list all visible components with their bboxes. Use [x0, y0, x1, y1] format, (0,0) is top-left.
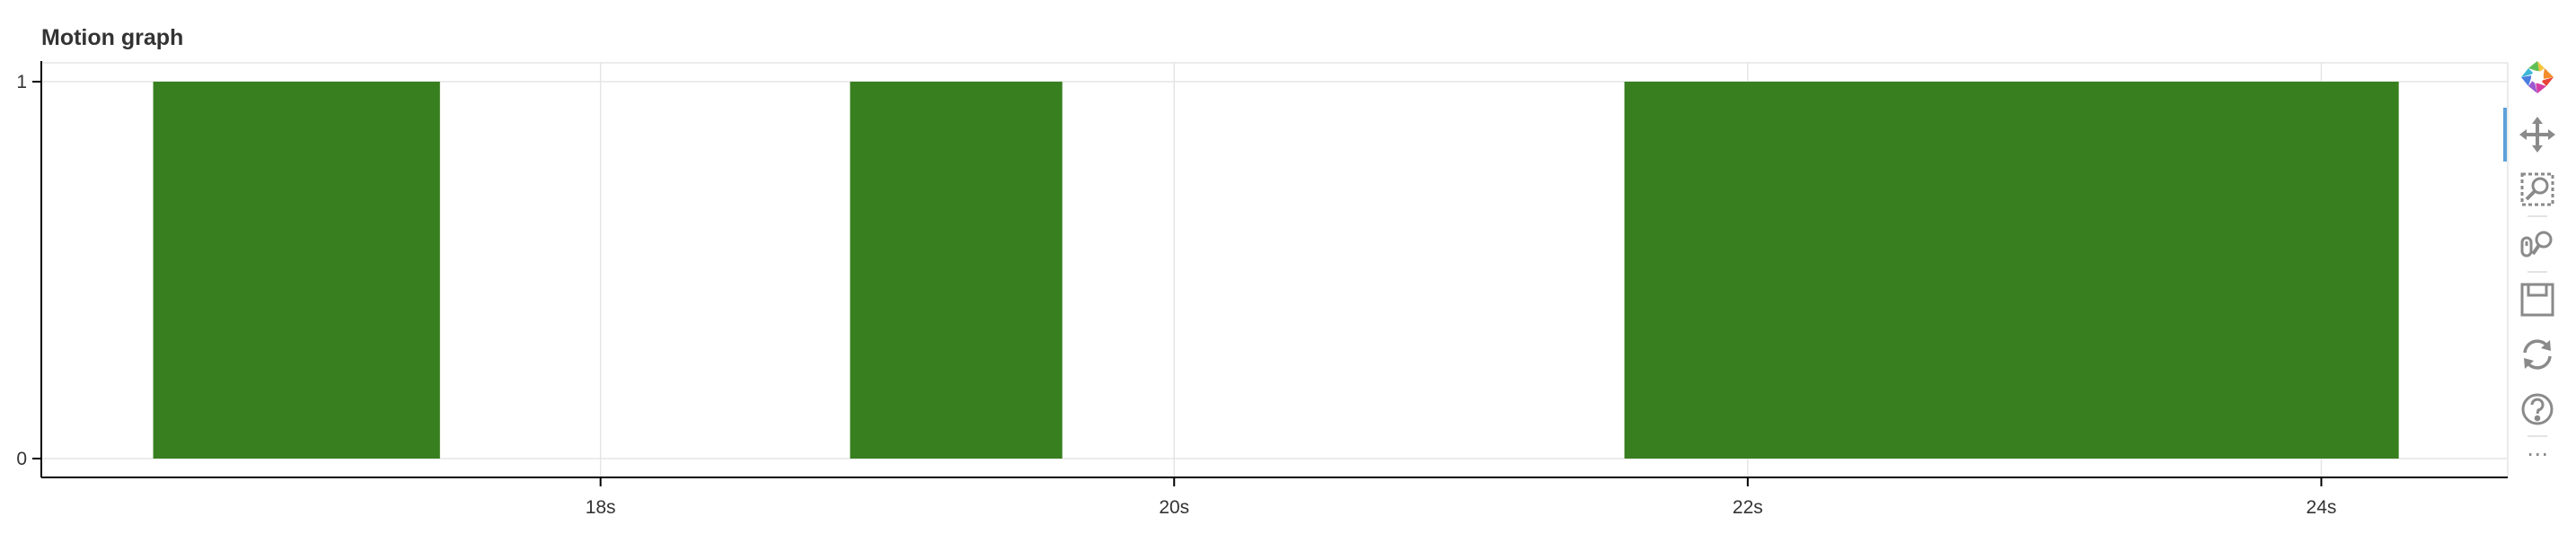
help-tool-icon[interactable]: [2506, 386, 2569, 433]
bar-series: [153, 82, 2399, 459]
x-tick-label: 24s: [2307, 497, 2337, 518]
toolbar-divider: [2527, 435, 2547, 437]
wheel-zoom-tool-icon[interactable]: [2506, 222, 2569, 268]
chart-title: Motion graph: [41, 25, 184, 50]
x-tick-label: 22s: [1733, 497, 1763, 518]
toolbar-divider: [2527, 271, 2547, 273]
axes: 18s 20s 22s 24s 0 1: [16, 61, 2508, 518]
motion-bar: [153, 82, 440, 459]
motion-bar: [850, 82, 1063, 459]
x-tick-label: 18s: [586, 497, 616, 518]
active-tool-indicator: [2503, 108, 2507, 162]
more-icon[interactable]: ⋯: [2527, 442, 2548, 467]
x-tick-label: 20s: [1159, 497, 1189, 518]
toolbar-divider: [2527, 215, 2547, 217]
y-tick-label: 0: [16, 449, 27, 469]
pan-tool-icon[interactable]: [2506, 111, 2569, 158]
save-tool-icon[interactable]: [2506, 276, 2569, 323]
bokeh-logo-icon: [2506, 54, 2569, 101]
chart-toolbar: ⋯: [2503, 54, 2569, 476]
box-zoom-tool-icon[interactable]: [2506, 166, 2569, 213]
y-tick-label: 1: [16, 72, 27, 92]
motion-bar: [1624, 82, 2399, 459]
reset-tool-icon[interactable]: [2506, 331, 2569, 378]
